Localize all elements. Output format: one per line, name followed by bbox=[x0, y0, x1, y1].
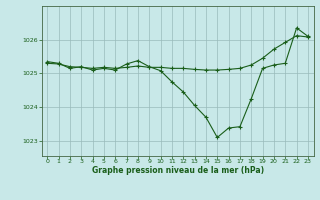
X-axis label: Graphe pression niveau de la mer (hPa): Graphe pression niveau de la mer (hPa) bbox=[92, 166, 264, 175]
